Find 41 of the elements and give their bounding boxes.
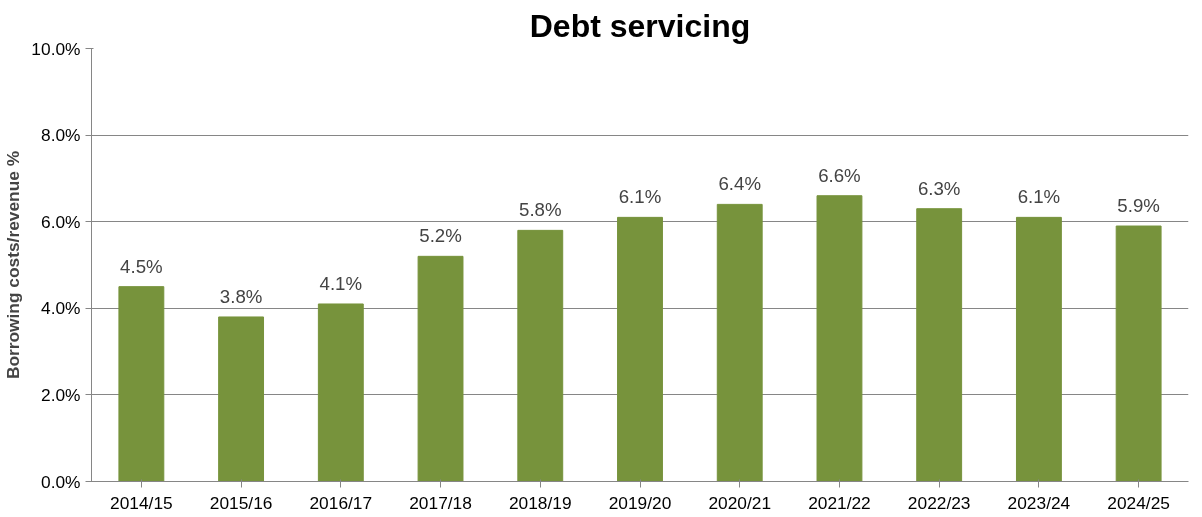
y-tick-label: 0.0% (41, 471, 81, 492)
x-tick-label: 2019/20 (608, 492, 672, 513)
x-tick-label: 2022/23 (907, 492, 971, 513)
x-tick-label: 2023/24 (1007, 492, 1071, 513)
data-label: 6.6% (818, 164, 861, 186)
data-label: 4.1% (319, 272, 363, 294)
x-tick-label: 2018/19 (508, 492, 572, 513)
bar (816, 195, 863, 482)
bar (417, 255, 464, 482)
x-tick-label: 2024/25 (1107, 492, 1170, 513)
data-label: 5.8% (519, 199, 562, 221)
data-label: 6.4% (718, 173, 761, 195)
x-tick-label: 2016/17 (309, 492, 373, 513)
data-label: 6.1% (618, 186, 662, 208)
chart-title: Debt servicing (529, 7, 751, 44)
y-tick-label: 6.0% (41, 211, 81, 232)
x-tick-label: 2021/22 (808, 492, 871, 513)
bar (916, 208, 963, 482)
bar (1115, 225, 1162, 482)
data-label: 6.1% (1017, 186, 1061, 208)
bar (617, 216, 663, 482)
bar (1015, 216, 1062, 482)
y-axis-title: Borrowing costs/revenue % (3, 150, 24, 380)
y-tick-label: 4.0% (41, 298, 81, 319)
x-tick-label: 2014/15 (110, 492, 173, 513)
data-label: 4.5% (120, 255, 163, 277)
y-tick-label: 10.0% (31, 38, 81, 59)
data-label: 5.2% (419, 225, 462, 247)
data-label: 5.9% (1117, 195, 1160, 217)
bar (317, 303, 364, 482)
x-tick-label: 2017/18 (409, 492, 472, 513)
bar (517, 229, 564, 482)
x-tick-label: 2015/16 (209, 492, 273, 513)
bar (118, 286, 165, 482)
data-label: 3.8% (219, 285, 263, 307)
data-label: 6.3% (917, 177, 961, 199)
bar (716, 203, 763, 482)
x-tick-label: 2020/21 (708, 492, 772, 513)
y-tick-label: 8.0% (41, 125, 81, 146)
bar (218, 316, 265, 482)
y-tick-label: 2.0% (41, 384, 81, 405)
